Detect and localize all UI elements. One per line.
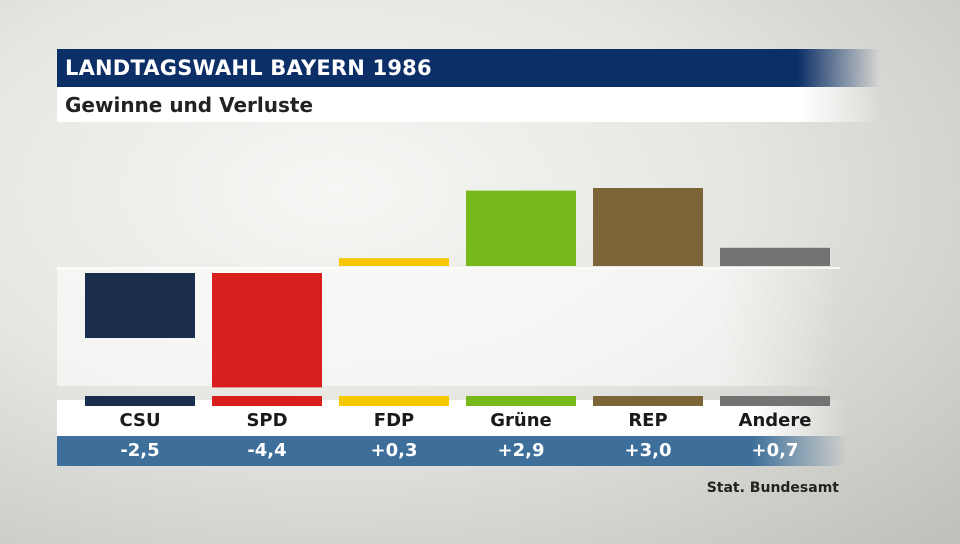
- chart-title: LANDTAGSWAHL BAYERN 1986: [65, 56, 432, 80]
- value-label: +0,7: [751, 440, 799, 461]
- value-label: -4,4: [247, 440, 287, 461]
- value-label-band: [57, 436, 847, 466]
- chart-subtitle: Gewinne und Verluste: [65, 93, 314, 117]
- color-key-csu: [85, 396, 195, 406]
- category-label: FDP: [373, 410, 415, 431]
- value-label: +0,3: [370, 440, 418, 461]
- source-label: Stat. Bundesamt: [706, 480, 839, 496]
- value-label: +2,9: [497, 440, 545, 461]
- category-label: CSU: [119, 410, 161, 431]
- title-bar: LANDTAGSWAHL BAYERN 1986: [57, 49, 880, 87]
- value-label: -2,5: [120, 440, 160, 461]
- bar-andere: [720, 247, 830, 266]
- category-label: SPD: [246, 410, 288, 431]
- color-key-gr-ne: [466, 396, 576, 406]
- color-key-fdp: [339, 396, 449, 406]
- category-label: REP: [628, 410, 668, 431]
- subtitle-bar: Gewinne und Verluste: [57, 87, 880, 122]
- bar-spd: [212, 273, 322, 388]
- color-key-andere: [720, 396, 830, 406]
- bar-fdp: [339, 258, 449, 266]
- category-label: Grüne: [490, 410, 552, 431]
- value-label: +3,0: [624, 440, 672, 461]
- color-key-rep: [593, 396, 703, 406]
- bar-gr-ne: [466, 190, 576, 266]
- bar-csu: [85, 273, 195, 338]
- bar-rep: [593, 188, 703, 266]
- category-label: Andere: [738, 410, 812, 431]
- color-key-spd: [212, 396, 322, 406]
